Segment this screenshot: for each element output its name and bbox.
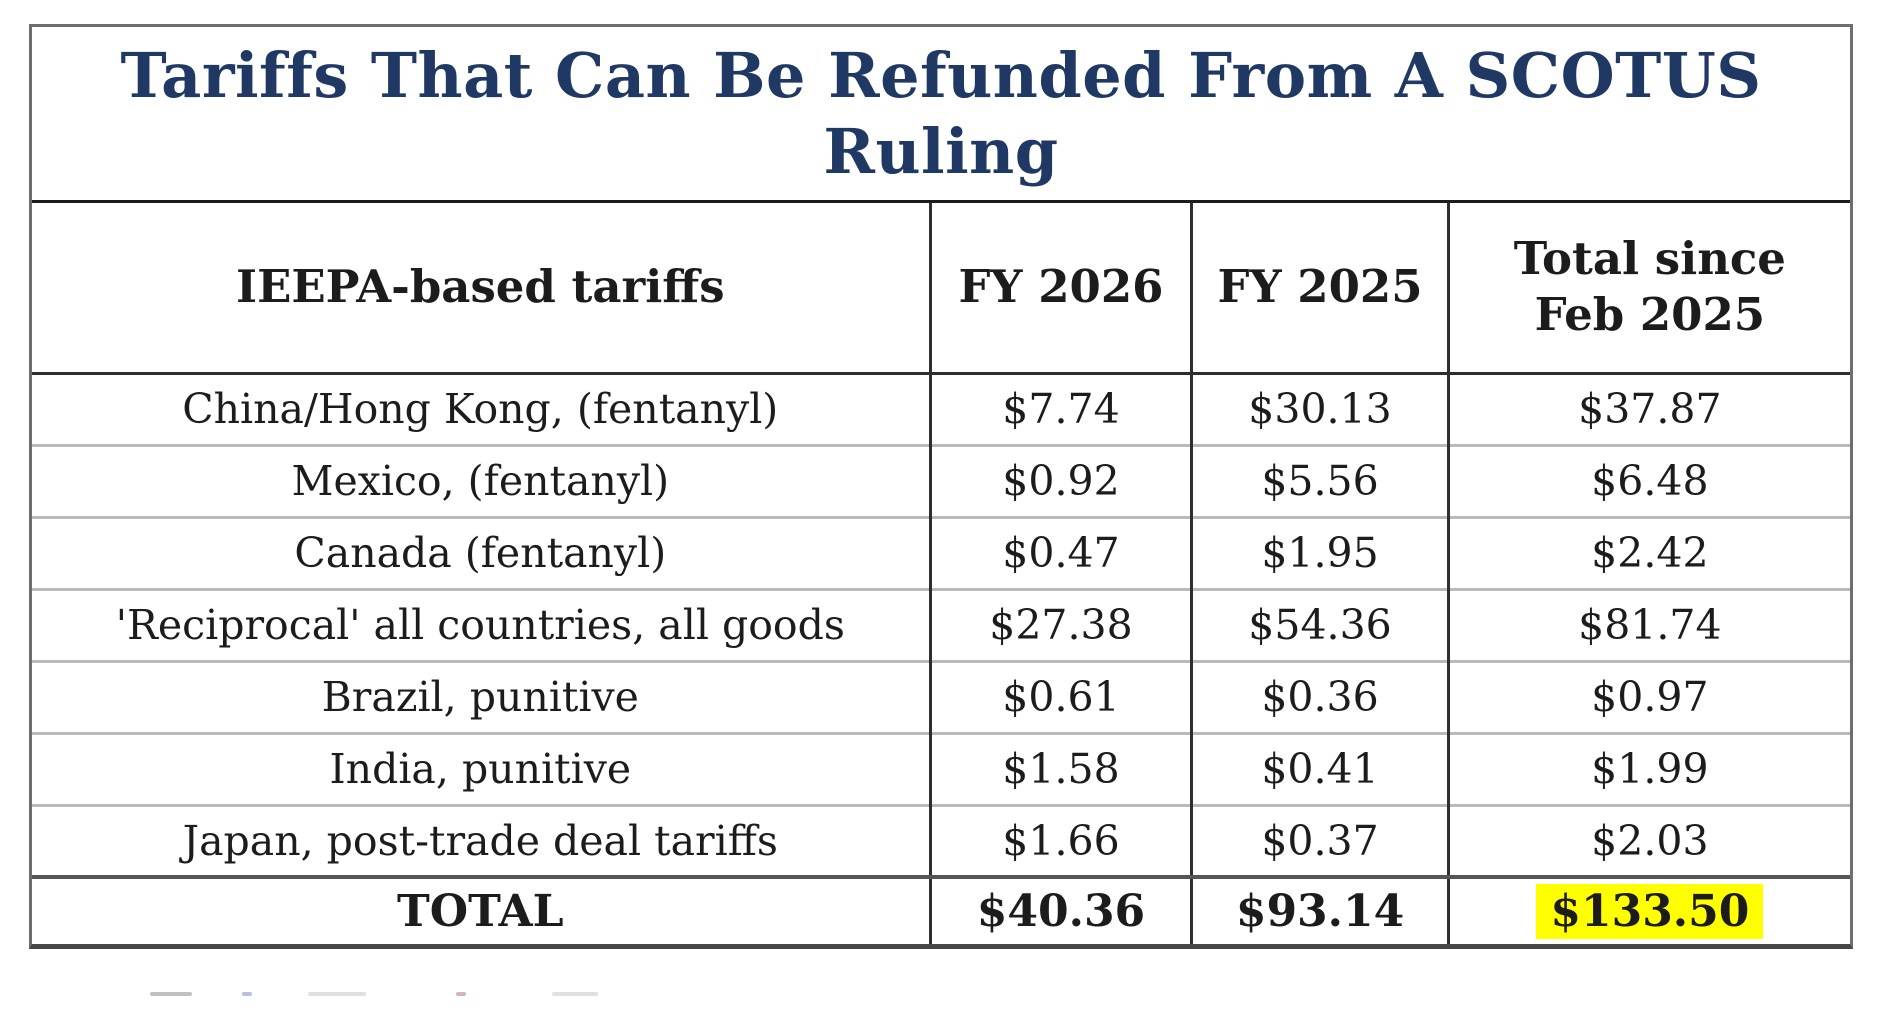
col-header-fy2026: FY 2026 [928,203,1192,375]
cell-fy2026: $27.38 [928,587,1192,661]
cell-total: $1.99 [1446,731,1850,805]
col-header-ieepa-tariffs: IEEPA-based tariffs [32,203,931,375]
table-row-reciprocal: 'Reciprocal' all countries, all goods $2… [32,587,1850,661]
cell-fy2025: $0.36 [1190,659,1449,733]
row-label: Mexico, (fentanyl) [32,443,931,517]
text-fragment [456,992,466,996]
total-row-label: TOTAL [32,875,931,944]
row-label: 'Reciprocal' all countries, all goods [32,587,931,661]
cell-fy2026: $0.61 [928,659,1192,733]
cell-total: $6.48 [1446,443,1850,517]
cell-fy2025: $0.37 [1190,803,1449,877]
table-row-india: India, punitive $1.58 $0.41 $1.99 [32,731,1850,805]
cell-fy2025: $0.41 [1190,731,1449,805]
table-row-brazil: Brazil, punitive $0.61 $0.36 $0.97 [32,659,1850,733]
clipped-source-line [150,992,1050,998]
table-title: Tariffs That Can Be Refunded From A SCOT… [32,27,1850,203]
row-label: China/Hong Kong, (fentanyl) [182,385,779,433]
cell-total: $37.87 [1446,373,1850,445]
cell-fy2025: $54.36 [1190,587,1449,661]
text-fragment [150,992,192,996]
cell-total: $81.74 [1446,587,1850,661]
cell-fy2026: $0.47 [928,515,1192,589]
col-header-total-since-feb2025: Total since Feb 2025 [1446,203,1850,375]
row-label: India, punitive [32,731,931,805]
text-fragment [242,992,252,996]
col-header-fy2025: FY 2025 [1190,203,1449,375]
table-row-mexico: Mexico, (fentanyl) $0.92 $5.56 $6.48 [32,443,1850,517]
row-label: Japan, post-trade deal tariffs [32,803,931,877]
total-cell-fy2026: $40.36 [928,875,1192,944]
total-cell-grand: $133.50 [1446,875,1850,944]
table-row-japan: Japan, post-trade deal tariffs $1.66 $0.… [32,803,1850,877]
cell-fy2026: $0.92 [928,443,1192,517]
cell-fy2026: $1.58 [928,731,1192,805]
cell-total: $0.97 [1446,659,1850,733]
cell-fy2025: $5.56 [1190,443,1449,517]
total-cell-fy2025: $93.14 [1190,875,1449,944]
tariff-table-card: Tariffs That Can Be Refunded From A SCOT… [29,24,1853,949]
row-label: Brazil, punitive [32,659,931,733]
row-label: Canada (fentanyl) [32,515,931,589]
total-row: TOTAL $40.36 $93.14 $133.50 [32,875,1850,944]
text-fragment [308,992,366,996]
cell-fy2025: $30.13 [1190,373,1449,445]
cell-total: $2.03 [1446,803,1850,877]
grand-total-highlight: $133.50 [1536,884,1764,939]
tariff-table: IEEPA-based tariffs FY 2026 FY 2025 Tota… [32,203,1850,944]
table-row-china-hong-kong: China/Hong Kong, (fentanyl) $7.74 $30.13… [32,373,1850,445]
col-header-total-label: Total since Feb 2025 [1513,232,1786,342]
cell-fy2026: $7.74 [928,373,1192,445]
cell-fy2025: $1.95 [1190,515,1449,589]
table-row-canada: Canada (fentanyl) $0.47 $1.95 $2.42 [32,515,1850,589]
text-fragment [552,992,598,996]
cell-total: $2.42 [1446,515,1850,589]
cell-fy2026: $1.66 [928,803,1192,877]
table-header-row: IEEPA-based tariffs FY 2026 FY 2025 Tota… [32,203,1850,375]
